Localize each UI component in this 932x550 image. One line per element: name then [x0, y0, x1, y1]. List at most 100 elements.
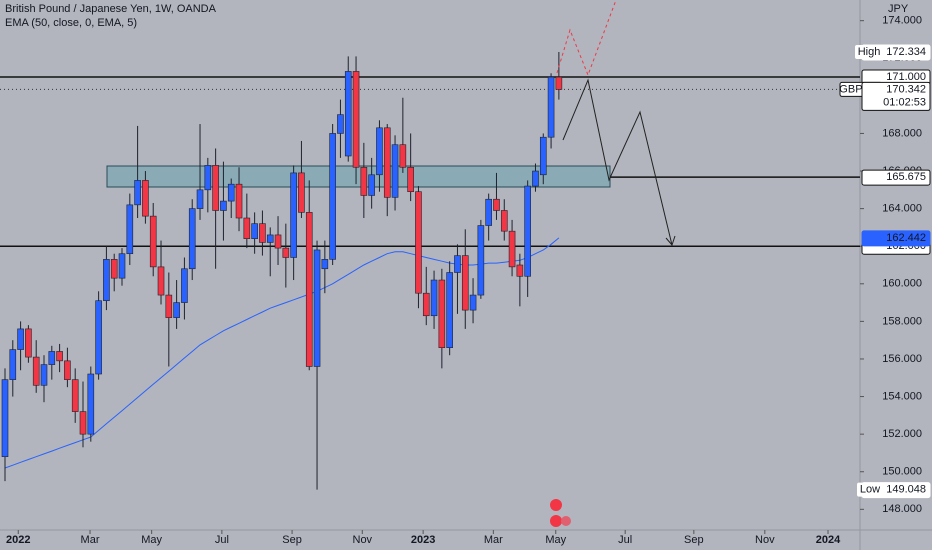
x-tick-label: Mar	[81, 534, 100, 546]
y-tick-label: 160.000	[882, 278, 922, 290]
candle-body	[25, 328, 32, 358]
candle-body	[227, 183, 235, 202]
candle-body	[368, 174, 375, 196]
candle-body	[274, 234, 282, 249]
event-icon[interactable]	[550, 515, 562, 527]
candle-body	[220, 200, 227, 211]
candle-body	[446, 272, 453, 348]
y-tick-label: 152.000	[882, 428, 922, 440]
x-tick-label: Jul	[618, 534, 632, 546]
candle-body	[360, 166, 368, 196]
candle-body	[157, 266, 165, 296]
x-tick-label: May	[545, 534, 566, 546]
candle-body	[500, 210, 508, 232]
high-label: High	[858, 46, 881, 58]
low-label: Low	[860, 484, 880, 496]
candle-body	[204, 165, 212, 191]
candle-body	[493, 198, 500, 211]
candle-body	[126, 204, 134, 255]
candle-body	[110, 259, 118, 279]
x-tick-label: Nov	[353, 534, 373, 546]
candle-body	[266, 234, 274, 243]
candle-body	[71, 379, 79, 412]
candle-body	[391, 144, 399, 198]
y-tick-label: 150.000	[882, 466, 922, 478]
candle-body	[407, 166, 414, 193]
price-tag	[861, 81, 931, 111]
candle-body	[399, 144, 407, 168]
candle-body	[134, 180, 141, 206]
candle-body	[103, 259, 110, 302]
countdown: 01:02:53	[883, 96, 926, 108]
ema-value: 162.442	[886, 232, 926, 244]
level-tag: 165.675	[886, 171, 926, 183]
candle-body	[282, 247, 290, 258]
level-tag: 171.000	[886, 71, 926, 83]
candle-body	[1, 379, 9, 458]
event-icon[interactable]	[561, 516, 571, 526]
candle-body	[337, 114, 344, 134]
y-tick-label: 168.000	[882, 127, 922, 139]
candle-body	[243, 217, 251, 239]
x-tick-label: 2023	[411, 534, 435, 546]
candle-body	[539, 136, 547, 176]
candle-body	[40, 364, 48, 386]
candle-body	[212, 165, 219, 211]
candle-body	[149, 215, 157, 268]
currency: JPY	[888, 3, 909, 15]
candle-body	[438, 279, 446, 348]
alt-projection	[556, 0, 617, 77]
candle-body	[48, 351, 56, 365]
candle-body	[547, 76, 555, 138]
candle-body	[56, 351, 63, 362]
candle-body	[383, 127, 391, 198]
candle-body	[516, 264, 524, 277]
indicator-legend: EMA (50, close, 0, EMA, 5)	[5, 17, 137, 29]
candle-body	[524, 185, 531, 277]
candle-body	[64, 360, 71, 380]
candle-body	[454, 255, 461, 273]
candle-body	[532, 170, 539, 187]
candle-body	[477, 225, 485, 296]
candle-body	[17, 328, 24, 350]
chart-title: British Pound / Japanese Yen, 1W, OANDA	[5, 3, 217, 15]
candle-body	[87, 373, 95, 435]
candle-body	[235, 183, 243, 219]
candle-body	[118, 253, 126, 279]
candle-body	[313, 249, 321, 367]
low-label-box	[857, 482, 883, 497]
price-tag	[861, 169, 931, 186]
high-value: 172.334	[886, 46, 926, 58]
candle-body	[329, 133, 336, 260]
candle-body	[165, 294, 173, 318]
x-tick-label: Sep	[282, 534, 302, 546]
x-tick-label: 2022	[6, 534, 30, 546]
y-tick-label: 154.000	[882, 390, 922, 402]
candle-body	[173, 302, 180, 318]
y-tick-label: 164.000	[882, 203, 922, 215]
candle-body	[461, 255, 469, 311]
candle-body	[188, 208, 196, 270]
candle-body	[251, 223, 258, 239]
y-tick-label: 174.000	[882, 15, 922, 27]
candle-body	[32, 356, 40, 386]
candle-body	[259, 223, 266, 243]
candle-body	[422, 292, 430, 317]
y-tick-label: 156.000	[882, 353, 922, 365]
candle-body	[95, 300, 102, 375]
last-price: 170.342	[886, 83, 926, 95]
x-tick-label: 2024	[816, 534, 841, 546]
y-tick-label: 158.000	[882, 315, 922, 327]
candle-body	[290, 172, 297, 258]
low-value: 149.048	[886, 484, 926, 496]
event-icon[interactable]	[550, 499, 562, 511]
candle-body	[508, 230, 516, 268]
candle-body	[142, 180, 149, 217]
candle-body	[196, 189, 204, 209]
y-tick-label: 148.000	[882, 503, 922, 515]
x-tick-label: Sep	[684, 534, 704, 546]
candle-body	[485, 198, 492, 226]
candle-body	[305, 212, 313, 367]
x-tick-label: May	[141, 534, 162, 546]
x-tick-label: Nov	[755, 534, 775, 546]
